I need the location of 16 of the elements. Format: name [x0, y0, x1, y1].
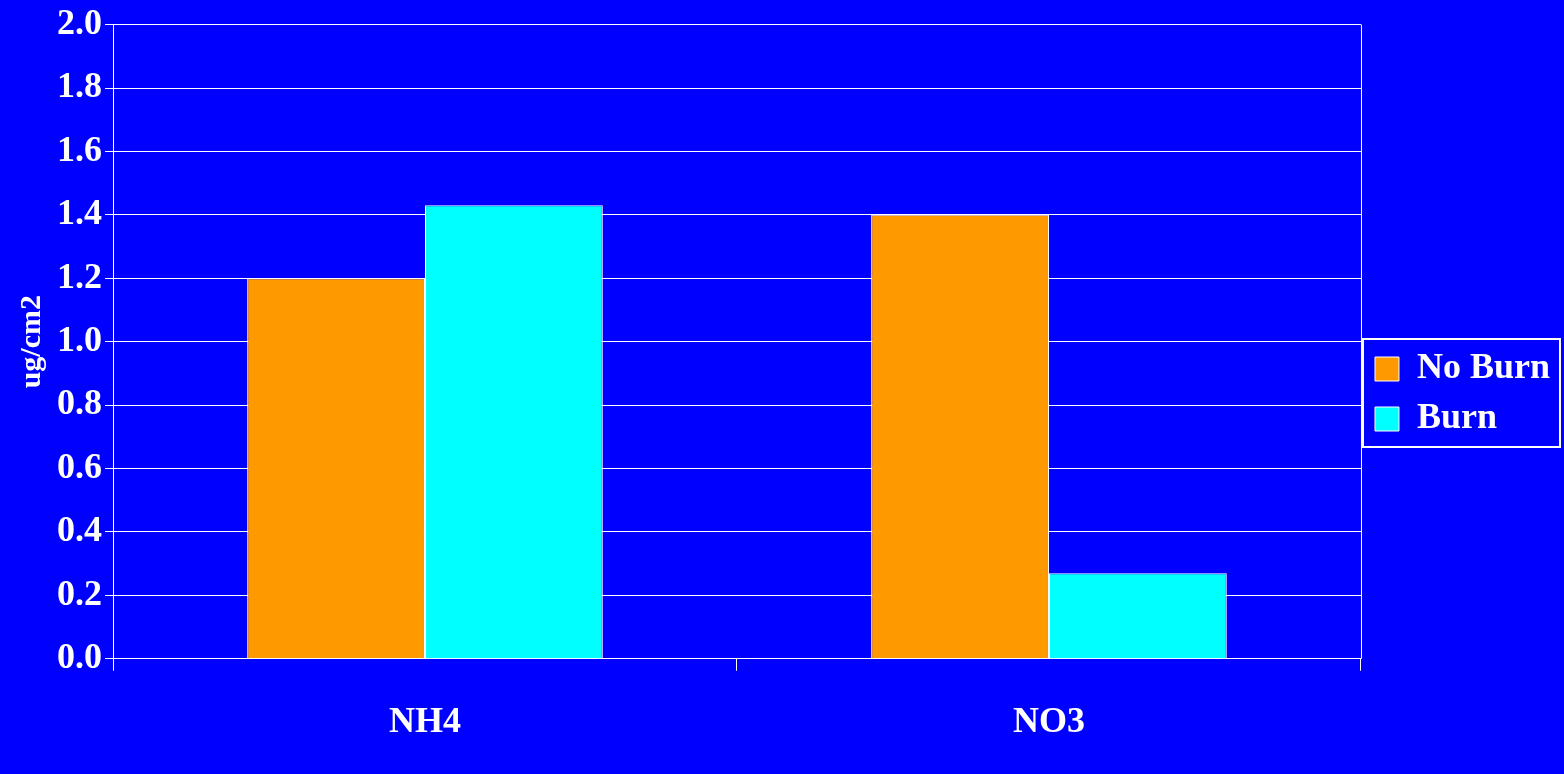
y-tick-label: 1.6	[57, 128, 102, 169]
y-axis-title: ug/cm2	[12, 295, 46, 389]
y-tick-label: 0.8	[57, 382, 102, 423]
y-tick-label: 0.0	[57, 636, 102, 677]
y-tick-label: 0.2	[57, 572, 102, 613]
x-tick-label: NH4	[388, 699, 461, 740]
y-tick-label: 2.0	[57, 1, 102, 42]
legend-label: No Burn	[1416, 346, 1550, 387]
x-tick-label: NO3	[1012, 699, 1085, 740]
y-tick-label: 0.4	[57, 509, 102, 550]
y-tick-label: 0.6	[57, 445, 102, 486]
legend-label: Burn	[1416, 396, 1498, 437]
y-tick-label: 1.4	[57, 192, 102, 233]
y-tick-label: 1.8	[57, 65, 102, 106]
y-tick-label: 1.2	[57, 255, 102, 296]
y-tick-label: 1.0	[57, 319, 102, 359]
